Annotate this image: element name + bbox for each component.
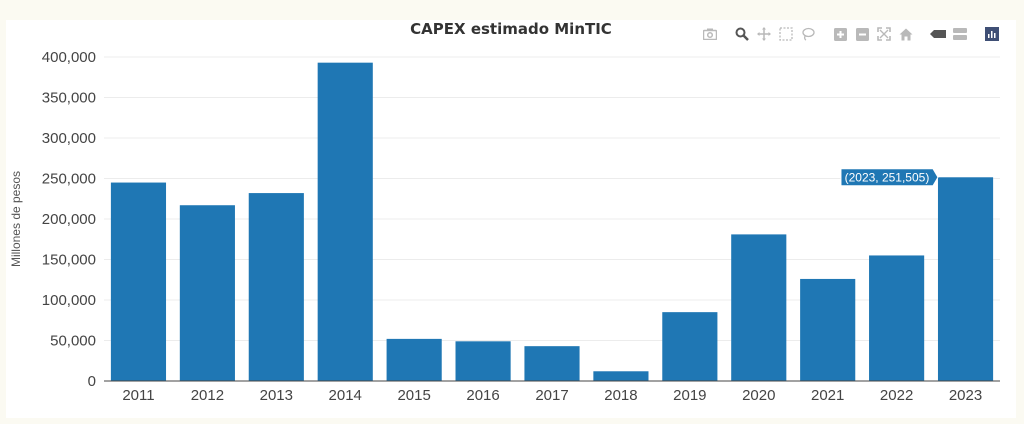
y-tick-label: 50,000 bbox=[50, 333, 96, 350]
x-tick-label: 2023 bbox=[949, 387, 982, 404]
modebar bbox=[700, 25, 1002, 43]
lasso-select-icon[interactable] bbox=[798, 25, 818, 43]
reset-axes-icon[interactable] bbox=[896, 25, 916, 43]
hover-tooltip: (2023, 251,505) bbox=[840, 168, 939, 187]
x-tick-label: 2020 bbox=[742, 387, 775, 404]
x-tick-label: 2022 bbox=[880, 387, 913, 404]
x-tick-label: 2013 bbox=[260, 387, 293, 404]
x-tick-label: 2017 bbox=[535, 387, 568, 404]
bar[interactable] bbox=[455, 341, 511, 381]
autoscale-icon[interactable] bbox=[874, 25, 894, 43]
x-tick-label: 2016 bbox=[466, 387, 499, 404]
grid-lines bbox=[104, 56, 1000, 341]
bar[interactable] bbox=[179, 205, 235, 381]
zoom-in-icon[interactable] bbox=[830, 25, 850, 43]
bar-chart[interactable]: 0 50,000 100,000 150,000 200,000 250,000 300,0… bbox=[6, 20, 1016, 418]
bar[interactable] bbox=[869, 255, 925, 381]
y-tick-label: 250,000 bbox=[42, 171, 96, 188]
chart-card: CAPEX estimado MinTIC bbox=[6, 20, 1016, 418]
x-tick-label: 2018 bbox=[604, 387, 637, 404]
bar[interactable] bbox=[524, 346, 580, 381]
y-tick-label: 300,000 bbox=[42, 130, 96, 147]
y-tick-label: 150,000 bbox=[42, 252, 96, 269]
bar[interactable] bbox=[937, 177, 994, 381]
x-tick-label: 2015 bbox=[397, 387, 430, 404]
x-tick-label: 2021 bbox=[811, 387, 844, 404]
bar[interactable] bbox=[800, 278, 856, 381]
y-tick-label: 0 bbox=[88, 373, 96, 390]
x-axis-ticks: 2011 2012 2013 2014 2015 2016 2017 2018 2019 2020… bbox=[122, 387, 982, 404]
y-axis-ticks: 0 50,000 100,000 150,000 200,000 250,000 300,0… bbox=[42, 49, 96, 390]
chart-title: CAPEX estimado MinTIC bbox=[410, 20, 612, 38]
zoom-out-icon[interactable] bbox=[852, 25, 872, 43]
spike-lines-icon[interactable] bbox=[928, 25, 948, 43]
bar[interactable] bbox=[317, 62, 373, 382]
y-tick-label: 200,000 bbox=[42, 211, 96, 228]
box-select-icon[interactable] bbox=[776, 25, 796, 43]
bar[interactable] bbox=[662, 312, 718, 381]
zoom-icon[interactable] bbox=[732, 25, 752, 43]
y-axis-label: Millones de pesos bbox=[9, 171, 23, 267]
x-tick-label: 2019 bbox=[673, 387, 706, 404]
camera-icon[interactable] bbox=[700, 25, 720, 43]
compare-hover-icon[interactable] bbox=[950, 25, 970, 43]
y-tick-label: 100,000 bbox=[42, 292, 96, 309]
bar[interactable] bbox=[386, 338, 442, 381]
hover-tooltip-box bbox=[840, 168, 939, 187]
x-tick-label: 2011 bbox=[122, 387, 154, 404]
plotly-logo-icon[interactable] bbox=[982, 25, 1002, 43]
y-tick-label: 350,000 bbox=[42, 90, 96, 107]
bar[interactable] bbox=[110, 182, 167, 381]
bar[interactable] bbox=[593, 371, 649, 381]
bars bbox=[110, 62, 994, 382]
hover-tooltip-label: (2023, 251,505) bbox=[845, 170, 930, 184]
x-tick-label: 2014 bbox=[329, 387, 362, 404]
y-tick-label: 400,000 bbox=[42, 49, 96, 66]
pan-icon[interactable] bbox=[754, 25, 774, 43]
bar[interactable] bbox=[248, 193, 304, 381]
x-tick-label: 2012 bbox=[191, 387, 224, 404]
bar[interactable] bbox=[731, 234, 787, 381]
